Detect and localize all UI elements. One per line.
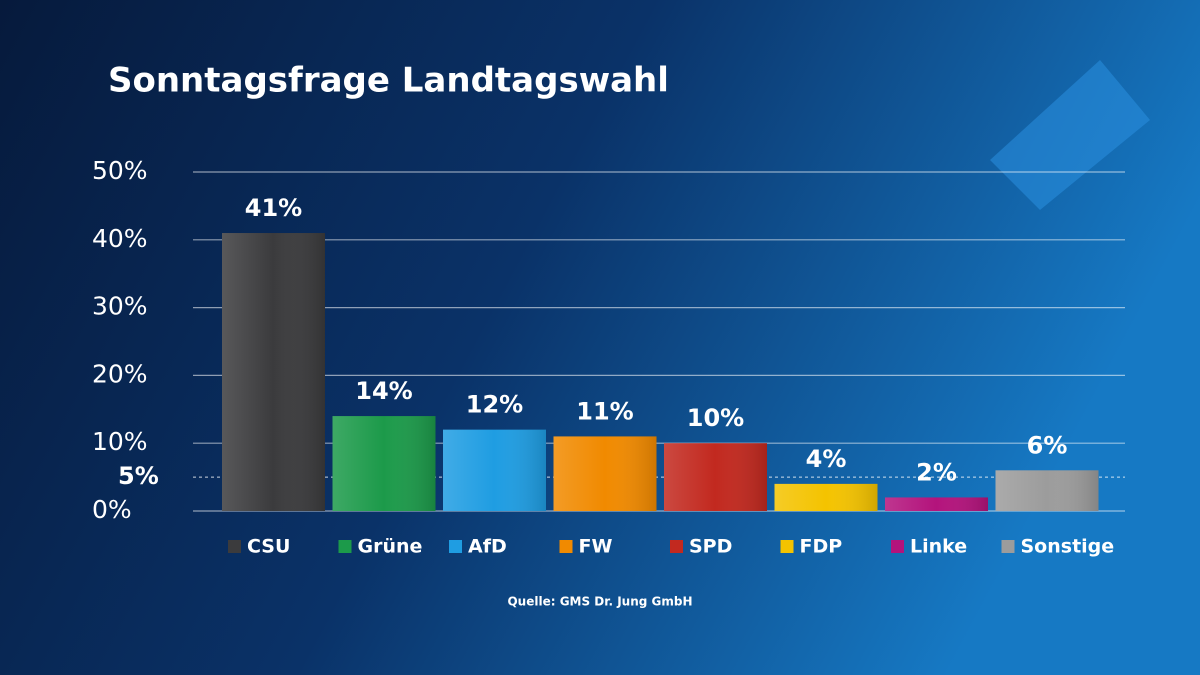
- y-tick-label: 0%: [92, 495, 132, 524]
- legend-swatch: [1001, 540, 1015, 553]
- value-label: 41%: [245, 194, 302, 222]
- source: Quelle: GMS Dr. Jung GmbH: [507, 595, 692, 609]
- y-tick-label: 30%: [92, 292, 148, 321]
- bar-shade: [443, 429, 546, 511]
- legend-swatch: [780, 540, 794, 553]
- legend-swatch: [670, 540, 683, 553]
- x-tick-label: FW: [579, 536, 613, 558]
- value-label: 2%: [916, 458, 957, 486]
- bar-shade: [995, 470, 1099, 511]
- value-label: 11%: [576, 397, 633, 425]
- x-tick-label: Grüne: [358, 536, 423, 558]
- legend-swatch: [891, 540, 904, 553]
- legend-swatch: [338, 540, 352, 553]
- y-tick-label: 10%: [92, 427, 148, 456]
- y-tick-label: 50%: [92, 156, 148, 185]
- x-tick-label: FDP: [800, 536, 843, 558]
- legend-swatch: [228, 540, 241, 553]
- bar-shade: [222, 233, 325, 511]
- y-tick-label: 20%: [92, 359, 148, 388]
- threshold-label: 5%: [118, 462, 159, 490]
- value-label: 14%: [355, 377, 412, 405]
- y-tick-label: 40%: [92, 224, 148, 253]
- x-tick-label: CSU: [247, 536, 290, 558]
- legend-swatch: [449, 540, 462, 553]
- x-tick-label: Sonstige: [1021, 536, 1115, 558]
- value-label: 4%: [806, 445, 847, 473]
- x-tick-label: Linke: [910, 536, 967, 558]
- value-label: 6%: [1027, 431, 1068, 459]
- bar-shade: [885, 497, 988, 511]
- value-label: 12%: [466, 391, 523, 419]
- bar-shade: [553, 436, 657, 511]
- bar-shade: [774, 483, 878, 511]
- value-label: 10%: [687, 404, 744, 432]
- legend-swatch: [559, 540, 573, 553]
- chart-title: Sonntagsfrage Landtagswahl: [108, 61, 669, 101]
- bar-shade: [332, 416, 436, 511]
- x-tick-label: SPD: [689, 536, 732, 558]
- bar-shade: [664, 443, 767, 511]
- x-tick-label: AfD: [468, 536, 507, 558]
